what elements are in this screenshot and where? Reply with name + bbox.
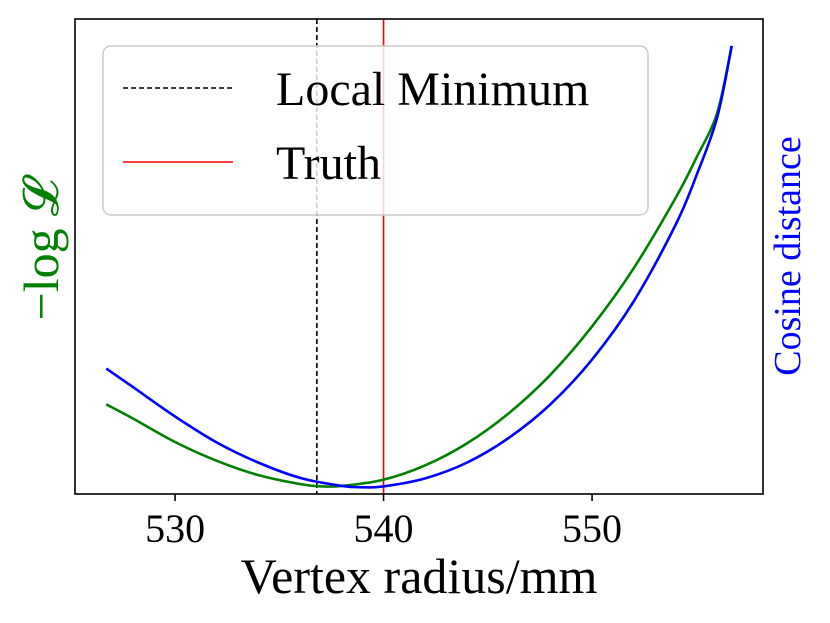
x-axis-ticks: 530 540 550 — [145, 494, 622, 551]
axes-frame — [74, 18, 764, 495]
x-tick-label: 530 — [145, 506, 205, 551]
y-axis-label-right: Cosine distance — [767, 136, 809, 376]
legend: Local Minimum Truth — [102, 45, 649, 216]
x-tick-label: 540 — [354, 506, 414, 551]
legend-label: Local Minimum — [276, 63, 589, 116]
x-tick-label: 550 — [562, 506, 622, 551]
y-axis-label-left: −log 𝓛 — [13, 174, 69, 321]
series-line-neg-log-likelihood — [105, 45, 734, 488]
legend-box — [102, 45, 649, 216]
legend-label: Truth — [276, 137, 381, 190]
series-line-cosine-distance — [105, 45, 734, 489]
x-axis-label: Vertex radius/mm — [241, 548, 598, 604]
